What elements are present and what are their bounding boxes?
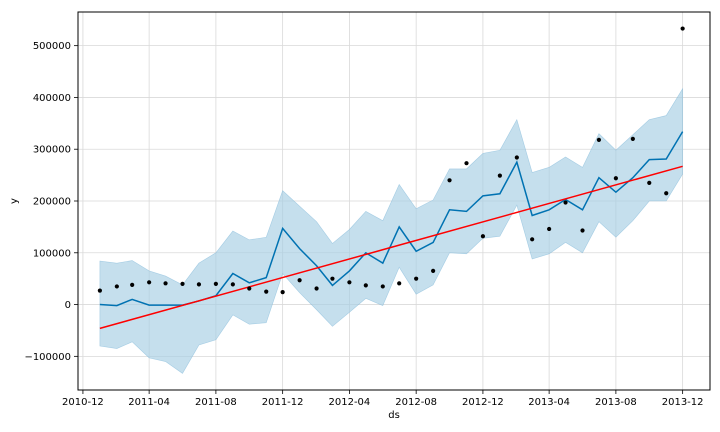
actual-data-point [580,228,585,233]
actual-data-point [464,161,469,166]
actual-data-point [130,282,135,287]
x-tick-label: 2013-12 [662,397,704,408]
actual-data-point [180,281,185,286]
actual-data-point [613,176,618,181]
y-tick-label: 0 [65,300,71,311]
y-tick-label: 300000 [33,145,71,156]
x-tick-label: 2011-08 [195,397,237,408]
x-tick-label: 2012-04 [329,397,371,408]
actual-data-point [230,282,235,287]
actual-data-point [514,155,519,160]
y-tick-label: 500000 [33,41,71,52]
actual-data-point [547,226,552,232]
actual-data-point [596,137,602,142]
actual-data-point [330,276,335,281]
axis-ticks: 2010-12 2011-04 2011-08 2011-12 2012-04 2012-… [24,41,703,408]
actual-data-point [264,289,269,294]
x-axis-label: ds [388,410,400,421]
actual-data-point [630,136,635,141]
actual-data-point [97,288,102,293]
actual-data-point [314,286,319,291]
x-tick-label: 2013-08 [595,397,637,408]
trend-line [99,165,683,330]
x-tick-label: 2012-08 [395,397,437,408]
actual-data-point [563,200,568,205]
actual-data-point [280,290,285,295]
actual-data-point [480,234,486,239]
actual-data-point [530,237,535,242]
actual-data-point [163,281,168,286]
x-tick-label: 2011-12 [262,397,304,408]
trend-line-group [99,165,683,330]
actual-data-point [647,180,652,185]
actual-data-point [196,282,202,287]
actual-data-point [397,281,402,286]
uncertainty-interval [99,87,683,374]
actual-data-point [147,280,152,285]
actual-data-point [497,173,502,178]
actual-data-point [114,284,119,289]
actual-data-point [213,281,218,286]
actual-data-point [431,268,436,273]
x-tick-label: 2010-12 [62,397,104,408]
x-tick-label: 2013-04 [528,397,570,408]
actual-data-point [380,284,385,289]
actual-data-point [414,276,419,281]
uncertainty-band [99,87,683,374]
actual-data-point [680,26,685,31]
x-tick-label: 2012-12 [462,397,504,408]
y-tick-label: 200000 [33,197,71,208]
y-tick-label: 100000 [33,248,71,259]
y-tick-label: 400000 [33,93,71,104]
actual-data-point [247,286,252,291]
actual-data-point [297,278,302,283]
y-axis-label: y [9,198,20,204]
actual-data-point [347,280,352,285]
x-tick-label: 2011-04 [128,397,170,408]
actual-points [97,26,685,295]
actual-data-point [447,178,452,183]
actual-data-point [664,191,669,196]
actual-data-point [363,283,368,288]
y-tick-label: −100000 [24,352,71,363]
